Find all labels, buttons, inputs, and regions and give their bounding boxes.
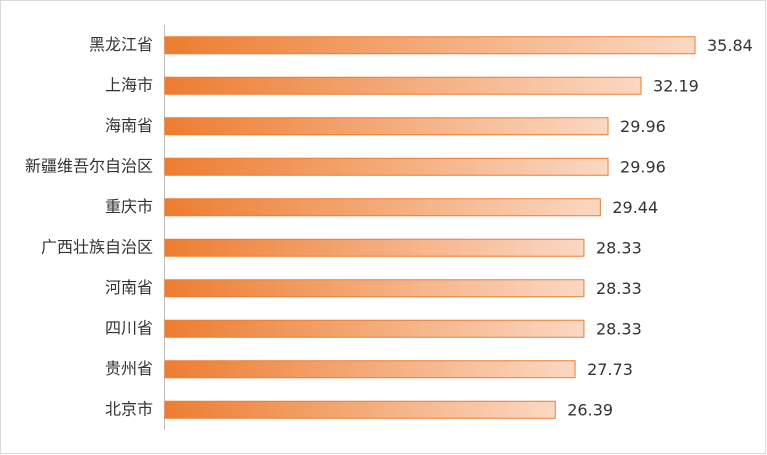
bar (164, 117, 609, 136)
category-label: 广西壮族自治区 (41, 237, 153, 256)
value-label: 29.96 (620, 157, 666, 176)
category-label: 北京市 (105, 399, 153, 418)
bar (164, 76, 642, 95)
category-label: 黑龙江省 (89, 35, 153, 54)
category-label: 上海市 (105, 75, 153, 94)
category-label: 重庆市 (105, 197, 153, 216)
bar (164, 319, 585, 338)
value-label: 29.96 (620, 117, 666, 136)
value-label: 35.84 (707, 36, 753, 55)
category-label: 海南省 (105, 116, 153, 135)
bar (164, 157, 609, 176)
bar (164, 238, 585, 257)
bar (164, 360, 576, 379)
bar (164, 400, 556, 419)
value-label: 28.33 (596, 279, 642, 298)
category-label: 新疆维吾尔自治区 (25, 156, 153, 175)
value-label: 28.33 (596, 319, 642, 338)
bar (164, 279, 585, 298)
value-label: 29.44 (612, 198, 658, 217)
value-label: 26.39 (567, 400, 613, 419)
value-label: 28.33 (596, 238, 642, 257)
value-label: 32.19 (653, 76, 699, 95)
category-label: 河南省 (105, 278, 153, 297)
value-label: 27.73 (587, 360, 633, 379)
bar (164, 198, 601, 217)
bar (164, 36, 696, 55)
category-label: 贵州省 (105, 359, 153, 378)
category-label: 四川省 (105, 318, 153, 337)
